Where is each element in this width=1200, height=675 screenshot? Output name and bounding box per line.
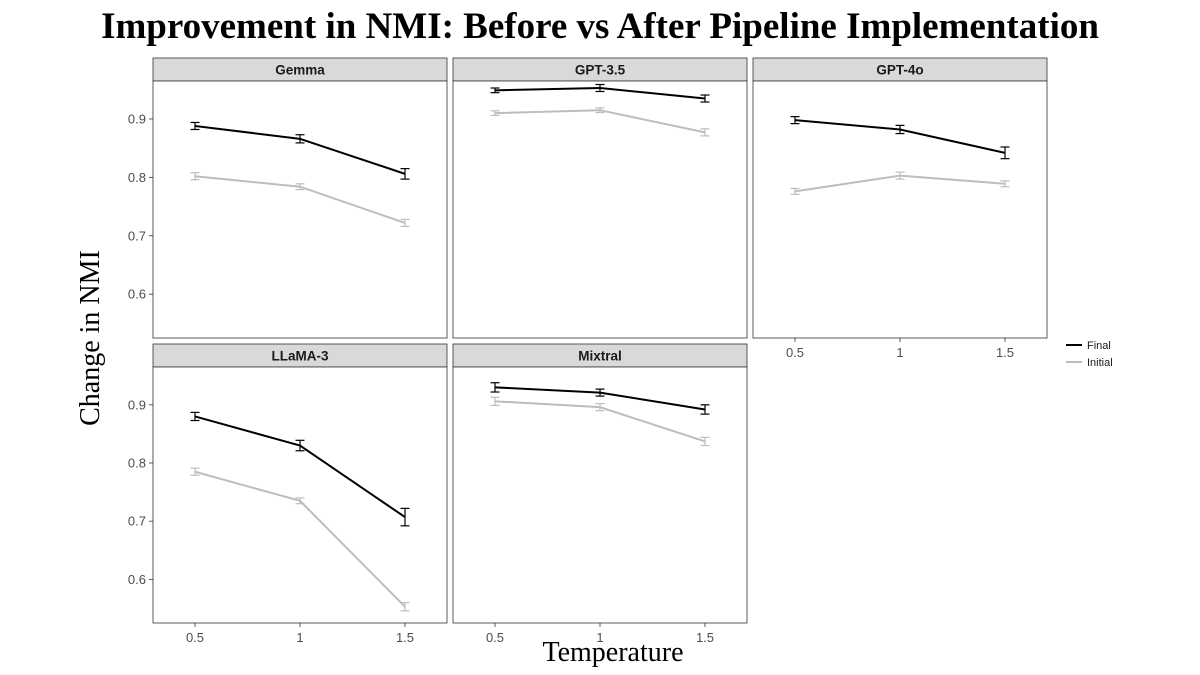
y-tick-label: 0.8 <box>128 170 146 185</box>
error-bar-final <box>790 116 800 125</box>
error-bar-initial <box>490 396 500 406</box>
y-tick-label: 0.7 <box>128 228 146 243</box>
error-bar-initial <box>700 128 710 137</box>
error-bar-final <box>1000 146 1010 160</box>
error-bar-final <box>400 168 410 180</box>
error-bar-initial <box>295 497 305 505</box>
error-bar-initial <box>1000 180 1010 188</box>
error-bar-initial <box>895 171 905 180</box>
panel-border <box>152 80 448 339</box>
panel-border <box>452 80 748 339</box>
error-bar-final <box>295 439 305 452</box>
legend-label: Final <box>1087 340 1111 352</box>
panel-llama-3: LLaMA-3 0.6 0.7 0.8 0.9 0.5 1 1.5 <box>128 343 448 645</box>
error-bar-final <box>190 121 200 131</box>
error-bar-final <box>595 83 605 93</box>
x-tick-label: 1 <box>896 345 903 360</box>
error-bar-initial <box>400 602 410 612</box>
y-tick-label: 0.7 <box>128 514 146 529</box>
x-tick-label: 0.5 <box>486 630 504 645</box>
panel-strip-label: GPT-4o <box>876 63 923 78</box>
error-bar-final <box>895 124 905 135</box>
x-tick-label: 1.5 <box>696 630 714 645</box>
x-tick-label: 0.5 <box>186 630 204 645</box>
error-bar-initial <box>190 467 200 476</box>
error-bar-initial <box>790 187 800 195</box>
panel-mixtral: Mixtral 0.5 1 1.5 <box>452 343 748 645</box>
x-tick-label: 1 <box>296 630 303 645</box>
legend-item-final: Final <box>1066 340 1111 352</box>
panel-gemma: Gemma 0.6 0.7 0.8 0.9 <box>128 57 448 339</box>
y-tick-label: 0.6 <box>128 287 146 302</box>
y-tick-label: 0.6 <box>128 572 146 587</box>
y-tick-label: 0.8 <box>128 456 146 471</box>
error-bar-initial <box>490 110 500 117</box>
x-axis-title: Temperature <box>542 637 683 668</box>
panel-strip-label: Mixtral <box>578 349 622 364</box>
legend-label: Initial <box>1087 357 1113 369</box>
error-bar-final <box>295 134 305 144</box>
x-tick-label: 1.5 <box>396 630 414 645</box>
error-bar-final <box>700 404 710 415</box>
legend-item-initial: Initial <box>1066 357 1113 369</box>
error-bar-initial <box>595 403 605 412</box>
x-tick-label: 0.5 <box>786 345 804 360</box>
y-tick-label: 0.9 <box>128 111 146 126</box>
panel-gpt-4o: GPT-4o 0.5 1 1.5 <box>752 57 1048 360</box>
x-tick-label: 1 <box>596 630 603 645</box>
y-axis-title: Change in NMI <box>75 250 106 426</box>
error-bar-initial <box>190 172 200 181</box>
error-bar-initial <box>400 218 410 228</box>
error-bar-initial <box>700 436 710 447</box>
error-bar-initial <box>295 183 305 191</box>
panel-gpt-3-5: GPT-3.5 <box>452 57 748 339</box>
error-bar-initial <box>595 107 605 114</box>
error-bar-final <box>490 87 500 94</box>
chart-title: Improvement in NMI: Before vs After Pipe… <box>101 6 1099 47</box>
error-bar-final <box>190 411 200 422</box>
panel-border <box>752 80 1048 339</box>
x-tick-label: 1.5 <box>996 345 1014 360</box>
error-bar-final <box>595 388 605 397</box>
legend: Final Initial <box>1066 340 1113 369</box>
error-bar-final <box>700 94 710 103</box>
panel-strip-label: LLaMA-3 <box>272 349 329 364</box>
error-bar-final <box>400 507 410 527</box>
panel-border <box>152 366 448 624</box>
error-bar-final <box>490 382 500 393</box>
panel-strip-label: Gemma <box>275 63 325 78</box>
panel-strip-label: GPT-3.5 <box>575 63 626 78</box>
y-tick-label: 0.9 <box>128 397 146 412</box>
